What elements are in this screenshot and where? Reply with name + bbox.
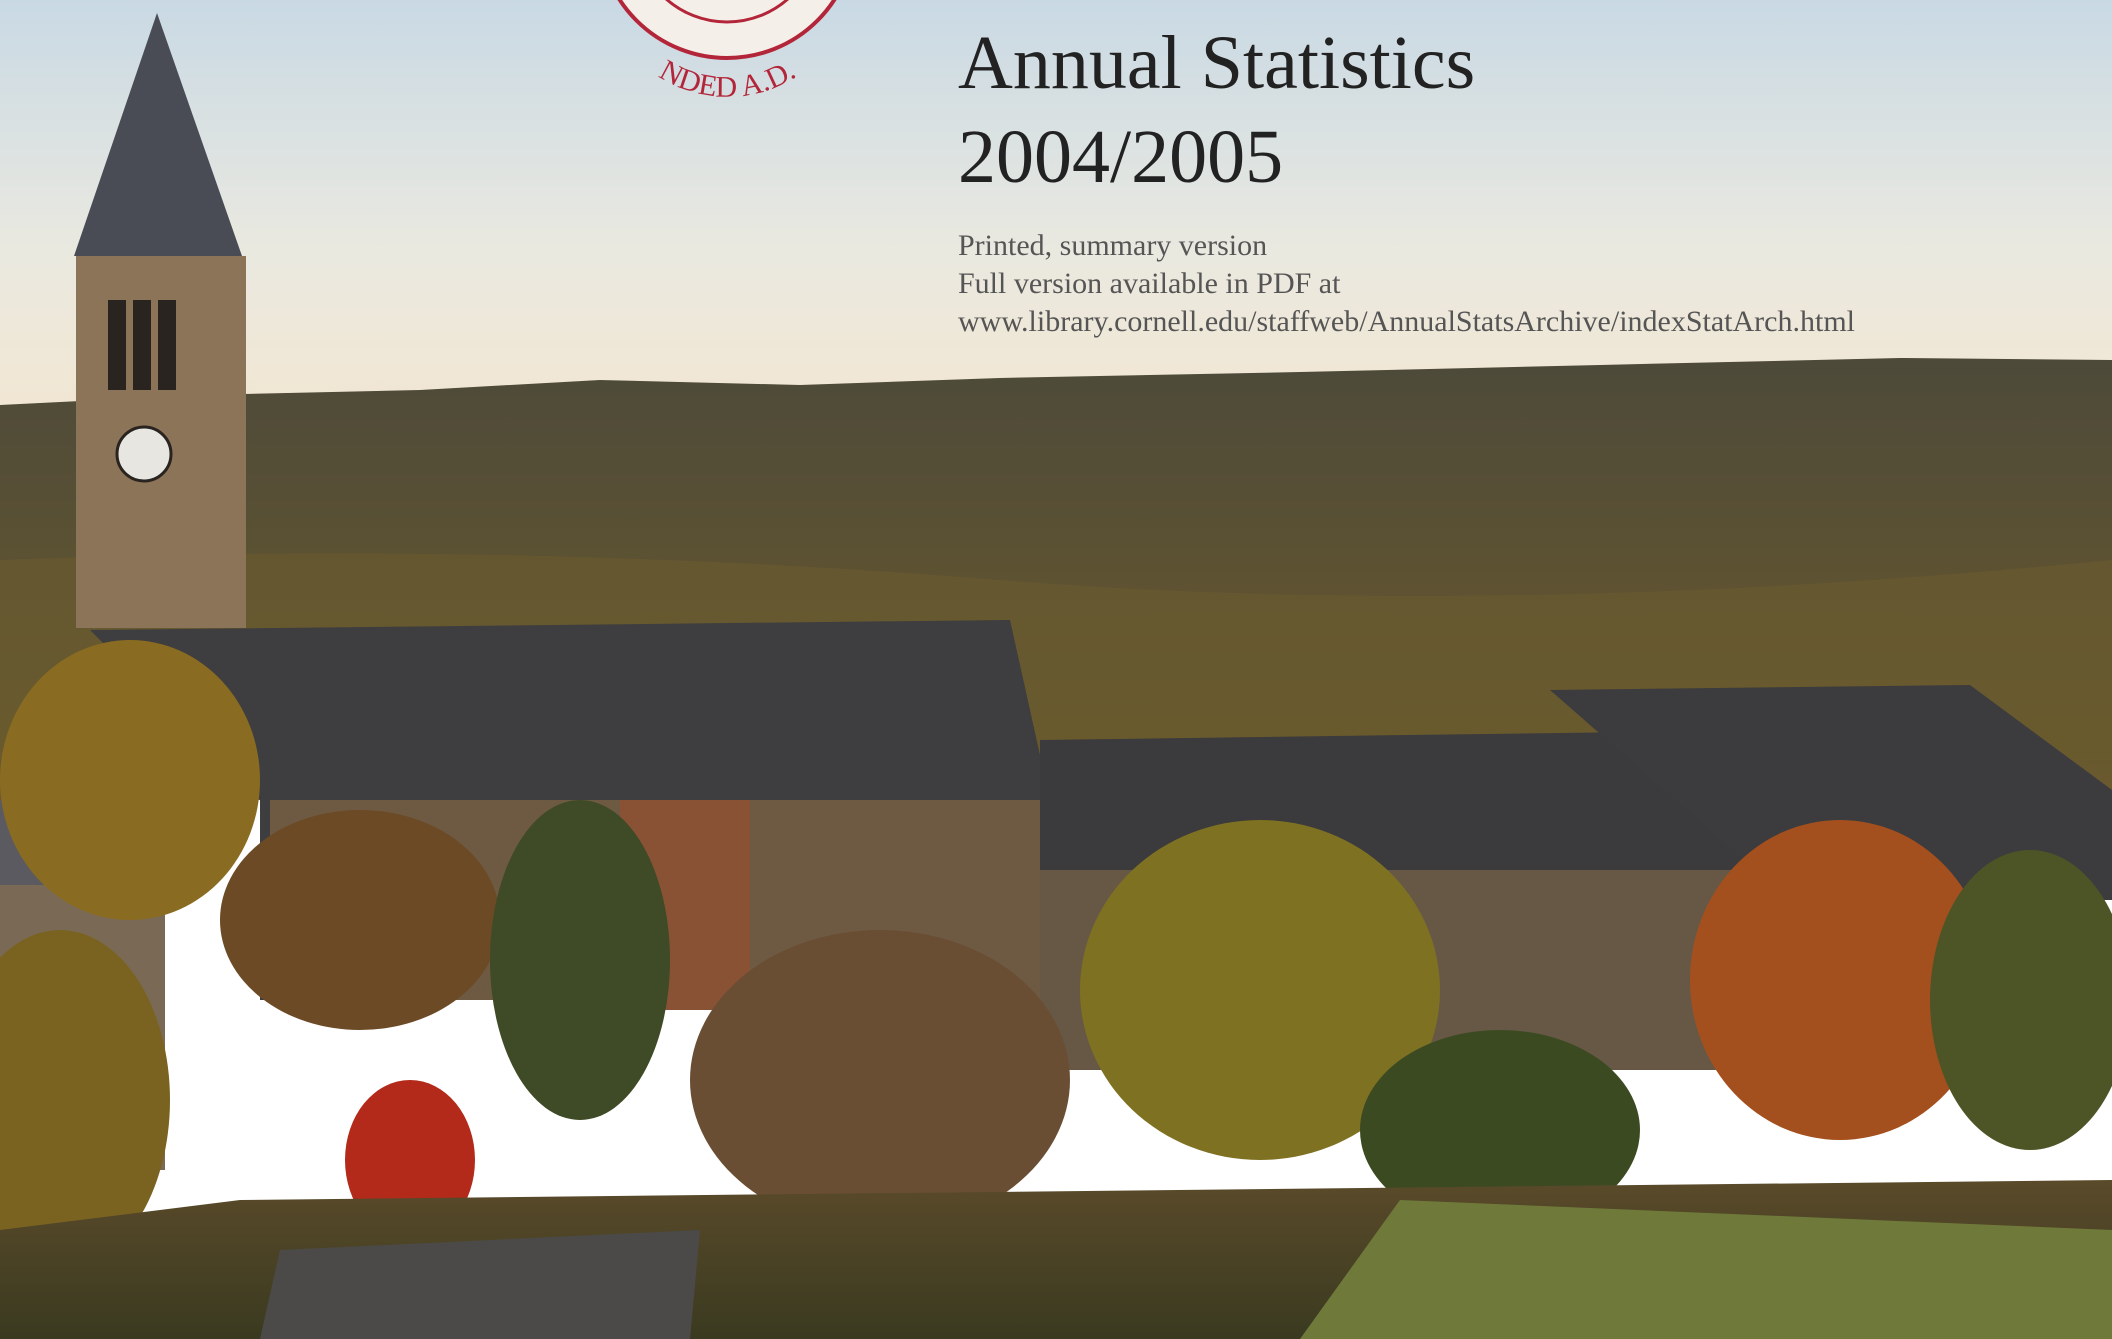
note-url: www.library.cornell.edu/staffweb/AnnualS…	[958, 305, 1855, 338]
sky	[0, 0, 2112, 420]
note: Full version available in PDF at	[958, 267, 1341, 300]
title: Annual Statistics	[958, 21, 1475, 105]
note: Printed, summary version	[958, 229, 1267, 262]
years: 2004/2005	[958, 115, 1283, 199]
clock-tower	[74, 13, 246, 628]
seal: NDED A.D.	[617, 0, 837, 104]
trees	[0, 640, 2112, 1270]
road	[260, 1230, 700, 1339]
lawn	[1300, 1200, 2112, 1339]
